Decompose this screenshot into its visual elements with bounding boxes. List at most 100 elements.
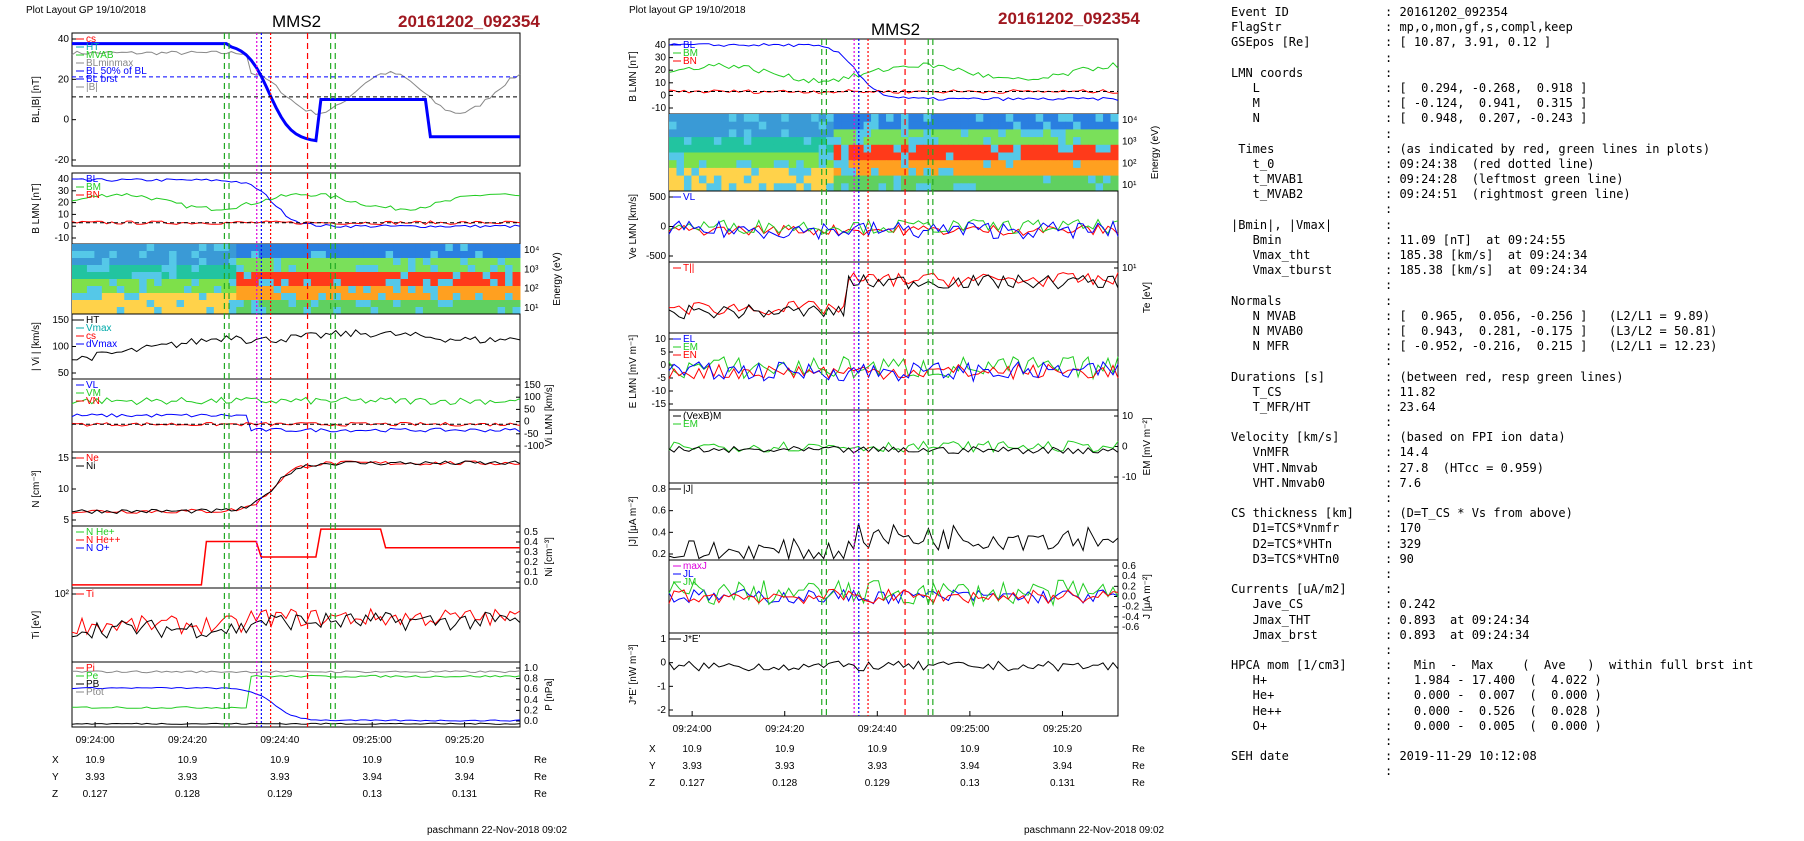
spectrogram-cell bbox=[460, 307, 469, 315]
spectrogram-cell bbox=[938, 137, 947, 146]
spectrogram-cell bbox=[915, 129, 924, 138]
info-key: HPCA mom [1/cm3] bbox=[1231, 658, 1347, 673]
spectrogram-cell bbox=[467, 258, 476, 266]
spectrogram-cell bbox=[86, 272, 95, 280]
spectrogram-cell bbox=[1013, 129, 1022, 138]
spectrogram-cell bbox=[415, 258, 424, 266]
spectrogram-cell bbox=[871, 114, 880, 123]
spectrogram-cell bbox=[998, 121, 1007, 130]
spectrogram-cell bbox=[363, 293, 372, 301]
spectrogram-cell bbox=[363, 272, 372, 280]
info-value: : mp,o,mon,gf,s,compl,keep bbox=[1385, 20, 1573, 35]
spectrogram-cell bbox=[169, 286, 178, 294]
spectrogram-cell bbox=[221, 251, 230, 259]
spectrogram-cell bbox=[422, 244, 431, 252]
spectrogram-cell bbox=[1080, 160, 1089, 169]
spectrogram-cell bbox=[818, 121, 827, 130]
y-axis-label: B LMN [nT] bbox=[31, 183, 42, 234]
spectrogram-cell bbox=[676, 160, 685, 169]
spectrogram-cell bbox=[340, 286, 349, 294]
spectrogram-cell bbox=[796, 144, 805, 153]
y-tick-label: 0.2 bbox=[652, 549, 666, 560]
spectrogram-cell bbox=[848, 121, 857, 130]
spectrogram-cell bbox=[811, 175, 820, 184]
spectrogram-cell bbox=[198, 251, 207, 259]
spectrogram-cell bbox=[79, 293, 88, 301]
y-tick-label: 0.2 bbox=[524, 705, 538, 716]
spectrogram-cell bbox=[460, 272, 469, 280]
spectrogram-cell bbox=[258, 293, 267, 301]
spectrogram-cell bbox=[393, 286, 402, 294]
spectrogram-cell bbox=[243, 286, 252, 294]
spectrogram-cell bbox=[310, 265, 319, 273]
spectrogram-cell bbox=[930, 129, 939, 138]
spectrogram-cell bbox=[743, 160, 752, 169]
spectrogram-cell bbox=[848, 114, 857, 123]
info-row: Currents [uA/m2]: bbox=[1231, 582, 1801, 597]
spectrogram-cell bbox=[841, 129, 850, 138]
spectrogram-cell bbox=[781, 160, 790, 169]
series-line bbox=[71, 686, 521, 722]
spectrogram-cell bbox=[788, 137, 797, 146]
ephem-value: 10.9 bbox=[960, 744, 980, 755]
spectrogram-cell bbox=[452, 279, 461, 287]
spectrogram-cell bbox=[953, 144, 962, 153]
legend-label: MVAB bbox=[86, 50, 114, 61]
legend-label: Pi bbox=[86, 663, 95, 674]
spectrogram-cell bbox=[169, 300, 178, 308]
spectrogram-cell bbox=[340, 258, 349, 266]
series-line bbox=[71, 460, 521, 514]
spectrogram-cell bbox=[161, 251, 170, 259]
spectrogram-cell bbox=[124, 279, 133, 287]
spectrogram-cell bbox=[856, 160, 865, 169]
spectrogram-cell bbox=[1005, 114, 1014, 123]
spectrogram-cell bbox=[154, 279, 163, 287]
spectrogram-cell bbox=[176, 244, 185, 252]
spectrogram-cell bbox=[467, 307, 476, 315]
spectrogram-cell bbox=[736, 175, 745, 184]
spectrogram-cell bbox=[1080, 183, 1089, 192]
spectrogram-cell bbox=[348, 279, 357, 287]
spectrogram-cell bbox=[900, 121, 909, 130]
spectrogram-cell bbox=[94, 279, 103, 287]
series-line bbox=[668, 360, 1119, 383]
spectrogram-cell bbox=[1035, 167, 1044, 177]
info-key: D2=TCS*VHTn bbox=[1231, 536, 1333, 551]
info-row: D1=TCS*Vnmfr: 170 bbox=[1231, 521, 1801, 536]
series-line bbox=[71, 396, 521, 406]
spectrogram-cell bbox=[437, 244, 446, 252]
spectrogram-cell bbox=[363, 300, 372, 308]
ephem-value: 0.129 bbox=[267, 789, 292, 800]
y-axis-label: Te [eV] bbox=[1142, 282, 1153, 313]
spectrogram-cell bbox=[960, 160, 969, 169]
spectrogram-cell bbox=[1065, 152, 1074, 161]
spectrogram-cell bbox=[1103, 129, 1112, 138]
y-axis-label: B LMN [nT] bbox=[628, 51, 639, 102]
info-value: : [ 0.943, 0.281, -0.175 ] (L3/L2 = 50.8… bbox=[1385, 323, 1718, 338]
spectrogram-cell bbox=[811, 129, 820, 138]
spectrogram-cell bbox=[998, 167, 1007, 177]
spectrogram-cell bbox=[109, 286, 118, 294]
spectrogram-cell bbox=[116, 258, 125, 266]
spectrogram-cell bbox=[796, 114, 805, 123]
info-key: t_0 bbox=[1231, 156, 1275, 171]
info-value: : bbox=[1385, 293, 1393, 308]
spectrogram-cell bbox=[1028, 121, 1037, 130]
spectrogram-cell bbox=[751, 167, 760, 177]
spectrogram-cell bbox=[378, 300, 387, 308]
spectrogram-cell bbox=[243, 258, 252, 266]
spectrogram-cell bbox=[79, 286, 88, 294]
panel-frame bbox=[668, 261, 1119, 334]
spectrogram-cell bbox=[273, 258, 282, 266]
y-tick-label: 500 bbox=[649, 192, 666, 203]
spectrogram-cell bbox=[721, 144, 730, 153]
spectrogram-cell bbox=[1103, 167, 1112, 177]
spectrogram-cell bbox=[415, 307, 424, 315]
spectrogram-cell bbox=[422, 300, 431, 308]
spectrogram-cell bbox=[766, 144, 775, 153]
spectrogram-cell bbox=[1110, 144, 1119, 153]
spectrogram-cell bbox=[683, 183, 692, 192]
y-tick-label: 0.8 bbox=[652, 484, 666, 495]
spectrogram-cell bbox=[848, 167, 857, 177]
info-row: He+: 0.000 - 0.007 ( 0.000 ) bbox=[1231, 688, 1801, 703]
